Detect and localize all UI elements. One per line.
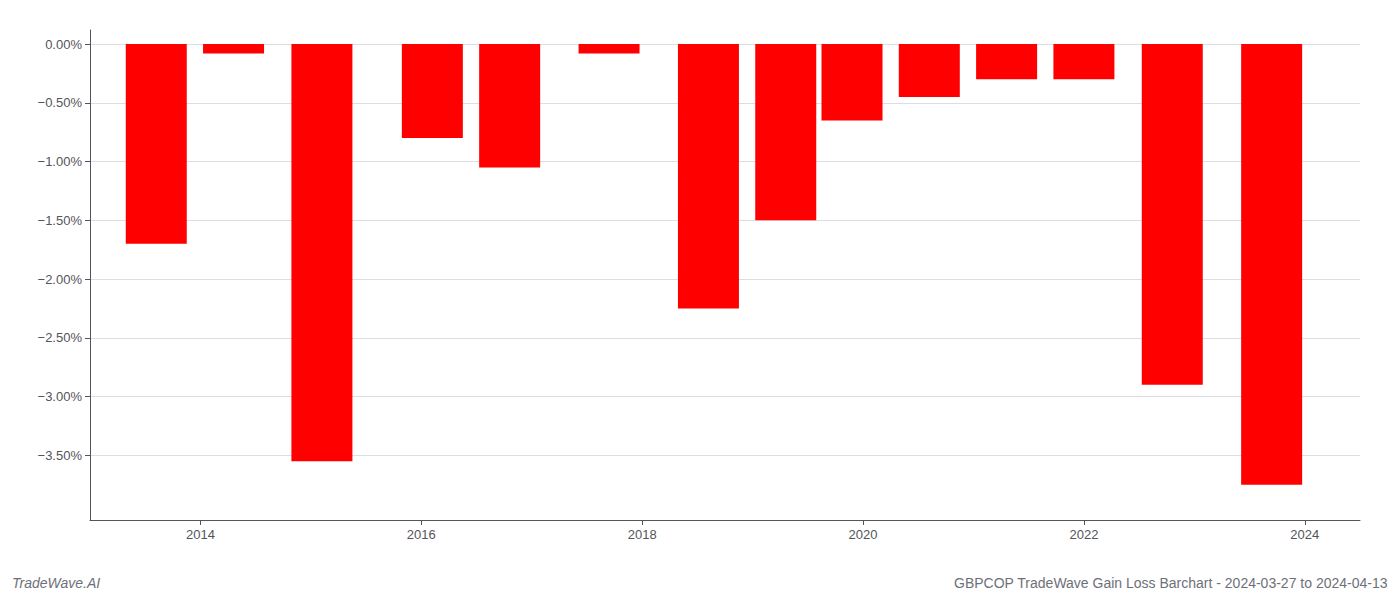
svg-text:−1.50%: −1.50% xyxy=(38,213,83,228)
svg-text:2014: 2014 xyxy=(186,527,215,542)
svg-text:−2.50%: −2.50% xyxy=(38,330,83,345)
svg-text:−3.50%: −3.50% xyxy=(38,448,83,463)
svg-text:−0.50%: −0.50% xyxy=(38,95,83,110)
svg-text:GBPCOP TradeWave Gain Loss Bar: GBPCOP TradeWave Gain Loss Barchart - 20… xyxy=(954,575,1388,591)
svg-text:−3.00%: −3.00% xyxy=(38,389,83,404)
svg-text:2024: 2024 xyxy=(1290,527,1319,542)
svg-text:2018: 2018 xyxy=(628,527,657,542)
svg-text:−2.00%: −2.00% xyxy=(38,272,83,287)
svg-text:2016: 2016 xyxy=(407,527,436,542)
svg-text:2020: 2020 xyxy=(849,527,878,542)
svg-text:2022: 2022 xyxy=(1069,527,1098,542)
svg-text:−1.00%: −1.00% xyxy=(38,154,83,169)
svg-text:TradeWave.AI: TradeWave.AI xyxy=(12,575,100,591)
svg-text:0.00%: 0.00% xyxy=(45,37,82,52)
